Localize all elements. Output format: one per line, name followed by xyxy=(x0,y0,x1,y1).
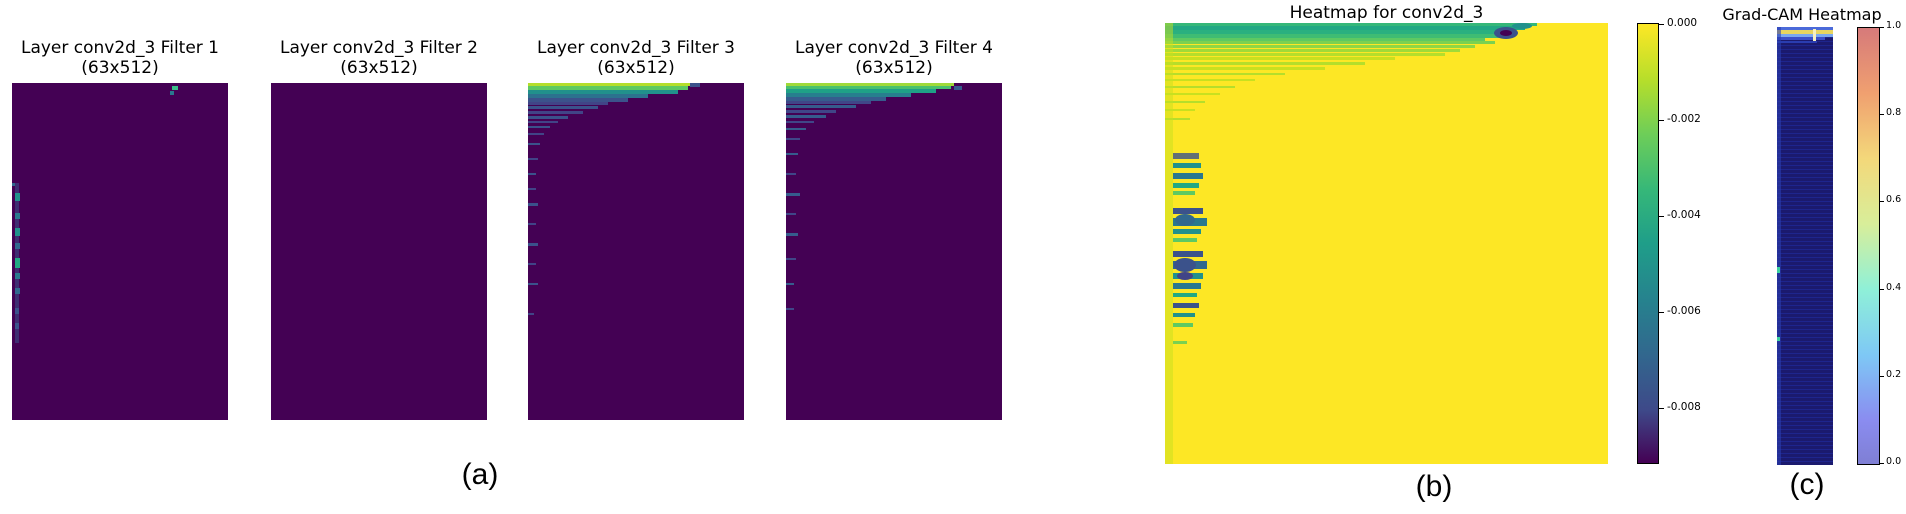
colorbar-b-tickmark xyxy=(1659,312,1664,313)
filter-4-title-line1: Layer conv2d_3 Filter 4 xyxy=(794,38,994,58)
filter-4-title-line2: (63x512) xyxy=(855,58,933,78)
gradcam-image xyxy=(1777,27,1833,465)
caption-c: (c) xyxy=(1789,468,1825,501)
filter-2-title-line1: Layer conv2d_3 Filter 2 xyxy=(279,38,479,58)
colorbar-c-tick-5: 0.0 xyxy=(1886,456,1902,467)
filter-3-title-line2: (63x512) xyxy=(597,58,675,78)
colorbar-b-tickmark xyxy=(1659,408,1664,409)
colorbar-b-tick-1: -0.002 xyxy=(1667,113,1701,125)
gradcam-title: Grad-CAM Heatmap xyxy=(1722,5,1882,24)
colorbar-c-tick-0: 1.0 xyxy=(1886,20,1902,31)
colorbar-c-tickmark xyxy=(1880,376,1884,377)
filter-2-title-line2: (63x512) xyxy=(340,58,418,78)
colorbar-c-tickmark xyxy=(1880,463,1884,464)
filter-4-title: Layer conv2d_3 Filter 4 (63x512) xyxy=(786,38,1002,78)
heatmap-b-image xyxy=(1165,23,1608,464)
filter-3-title: Layer conv2d_3 Filter 3 (63x512) xyxy=(528,38,744,78)
colorbar-c-tick-1: 0.8 xyxy=(1886,107,1902,118)
filter-3-image xyxy=(528,83,744,420)
colorbar-c-tickmark xyxy=(1880,27,1884,28)
filter-1-title-line1: Layer conv2d_3 Filter 1 xyxy=(20,38,220,58)
colorbar-c-tick-3: 0.4 xyxy=(1886,282,1902,293)
colorbar-b xyxy=(1637,23,1659,464)
filter-2-title: Layer conv2d_3 Filter 2 (63x512) xyxy=(271,38,487,78)
colorbar-c-tickmark xyxy=(1880,289,1884,290)
filter-2-image xyxy=(271,83,487,420)
colorbar-b-tickmark xyxy=(1659,216,1664,217)
colorbar-b-tick-3: -0.006 xyxy=(1667,305,1701,317)
colorbar-c-tick-4: 0.2 xyxy=(1886,369,1902,380)
filter-3-title-line1: Layer conv2d_3 Filter 3 xyxy=(536,38,736,58)
colorbar-c xyxy=(1857,27,1880,465)
colorbar-b-tickmark xyxy=(1659,120,1664,121)
filter-1-image xyxy=(12,83,228,420)
colorbar-b-tick-4: -0.008 xyxy=(1667,401,1701,413)
colorbar-b-tickmark xyxy=(1659,24,1664,25)
colorbar-b-tick-0: 0.000 xyxy=(1667,17,1698,29)
caption-a: (a) xyxy=(461,458,499,491)
colorbar-c-tickmark xyxy=(1880,114,1884,115)
caption-b: (b) xyxy=(1415,470,1453,503)
filter-1-title: Layer conv2d_3 Filter 1 (63x512) xyxy=(12,38,228,78)
colorbar-c-tickmark xyxy=(1880,201,1884,202)
colorbar-b-tick-2: -0.004 xyxy=(1667,209,1701,221)
heatmap-b-title: Heatmap for conv2d_3 xyxy=(1289,3,1484,23)
filter-1-title-line2: (63x512) xyxy=(81,58,159,78)
filter-4-image xyxy=(786,83,1002,420)
colorbar-c-tick-2: 0.6 xyxy=(1886,194,1902,205)
